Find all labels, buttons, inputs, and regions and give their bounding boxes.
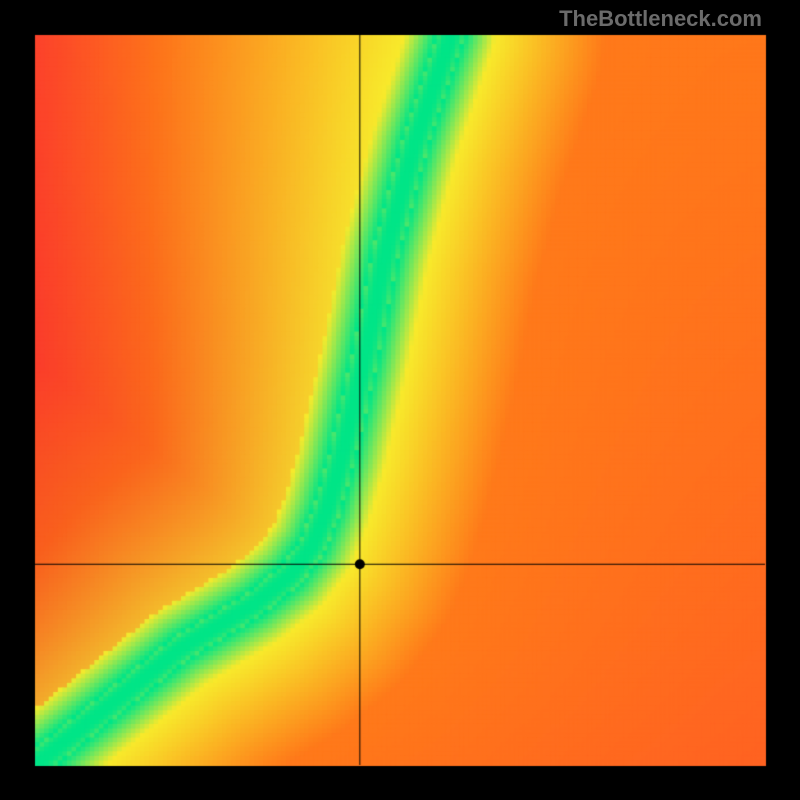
chart-container: TheBottleneck.com: [0, 0, 800, 800]
bottleneck-heatmap: [0, 0, 800, 800]
watermark-text: TheBottleneck.com: [559, 6, 762, 32]
